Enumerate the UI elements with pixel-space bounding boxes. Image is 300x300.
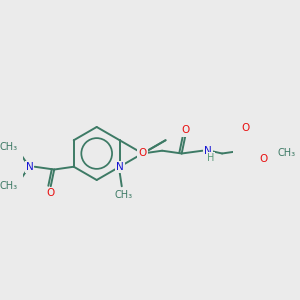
Text: CH₃: CH₃ bbox=[0, 181, 18, 191]
Text: CH₃: CH₃ bbox=[114, 190, 132, 200]
Text: H: H bbox=[207, 153, 214, 163]
Text: N: N bbox=[26, 162, 33, 172]
Text: O: O bbox=[259, 154, 267, 164]
Text: N: N bbox=[116, 162, 124, 172]
Text: CH₃: CH₃ bbox=[0, 142, 18, 152]
Text: O: O bbox=[139, 148, 147, 158]
Text: O: O bbox=[181, 125, 189, 136]
Text: O: O bbox=[241, 123, 249, 133]
Text: O: O bbox=[46, 188, 55, 197]
Text: N: N bbox=[204, 146, 212, 156]
Text: CH₃: CH₃ bbox=[278, 148, 296, 158]
